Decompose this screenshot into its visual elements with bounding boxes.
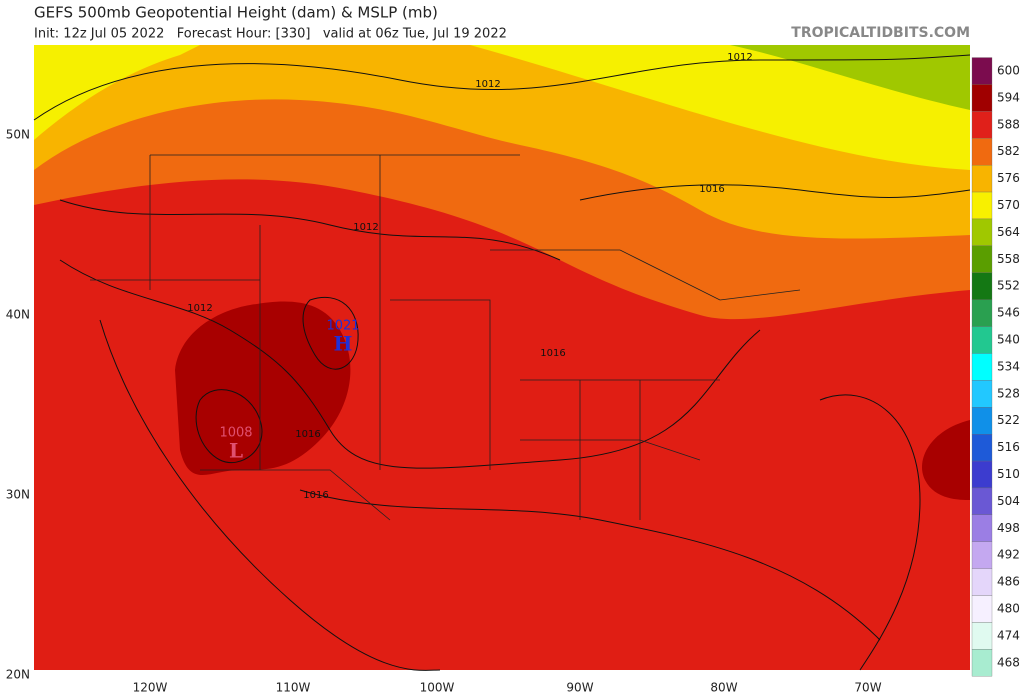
map [33, 45, 971, 671]
isobar-label: 1012 [187, 303, 212, 314]
colorbar-label: 498 [997, 521, 1020, 535]
colorbar-cell [971, 299, 993, 327]
isobar-label: 1016 [540, 348, 565, 359]
colorbar-cell [971, 191, 993, 220]
colorbar-cell [971, 57, 993, 85]
colorbar-label: 468 [997, 655, 1020, 669]
colorbar-cell [971, 353, 993, 381]
colorbar-cell [971, 111, 993, 139]
lon-label: 90W [566, 681, 593, 695]
colorbar-cell [971, 84, 993, 112]
colorbar-label: 510 [997, 467, 1020, 481]
colorbar-cell [971, 245, 993, 273]
colorbar-cell [971, 218, 993, 246]
colorbar-cell [971, 380, 993, 408]
colorbar-label: 546 [997, 306, 1020, 320]
colorbar-label: 570 [997, 198, 1020, 212]
colorbar-cell [971, 138, 993, 166]
pressure-symbol: H [334, 332, 353, 356]
colorbar-label: 552 [997, 279, 1020, 293]
colorbar-cell [971, 568, 993, 596]
colorbar-cell [971, 649, 993, 677]
colorbar-label: 558 [997, 252, 1020, 266]
colorbar-label: 516 [997, 440, 1020, 454]
title: GEFS 500mb Geopotential Height (dam) & M… [34, 4, 438, 22]
colorbar-cell [971, 326, 993, 354]
isobar-label: 1016 [303, 490, 328, 501]
lon-label: 100W [420, 681, 455, 695]
colorbar: 600 594 588 582 576 570 564 558 552 546 540 534 528 5… [971, 57, 1020, 677]
colorbar-cell [971, 460, 993, 489]
lon-label: 80W [710, 681, 737, 695]
colorbar-label: 504 [997, 494, 1020, 508]
colorbar-label: 486 [997, 575, 1020, 589]
lon-label: 120W [133, 681, 168, 695]
isobar-label: 1012 [353, 222, 378, 233]
isobar-label: 1012 [475, 79, 500, 90]
colorbar-label: 576 [997, 171, 1020, 185]
colorbar-cell [971, 487, 993, 516]
colorbar-cell [971, 514, 993, 542]
subtitle: Init: 12z Jul 05 2022 Forecast Hour: [33… [34, 27, 507, 42]
colorbar-label: 594 [997, 90, 1020, 104]
colorbar-label: 534 [997, 359, 1020, 373]
colorbar-cell [971, 272, 993, 300]
lat-label: 30N [6, 488, 30, 502]
colorbar-cell [971, 541, 993, 569]
colorbar-cell [971, 622, 993, 650]
lat-label: 50N [6, 128, 30, 142]
colorbar-label: 474 [997, 628, 1020, 642]
isobar-label: 1016 [295, 429, 320, 440]
lon-label: 110W [276, 681, 311, 695]
colorbar-cell [971, 164, 993, 193]
colorbar-cell [971, 433, 993, 462]
colorbar-cell [971, 595, 993, 623]
colorbar-label: 600 [997, 64, 1020, 78]
colorbar-label: 522 [997, 413, 1020, 427]
colorbar-label: 588 [997, 117, 1020, 131]
isobar-label: 1012 [727, 52, 752, 63]
colorbar-label: 582 [997, 144, 1020, 158]
colorbar-label: 528 [997, 386, 1020, 400]
source: TROPICALTIDBITS.COM [791, 25, 970, 41]
colorbar-label: 564 [997, 225, 1020, 239]
pressure-value: 1008 [219, 426, 252, 441]
colorbar-label: 480 [997, 602, 1020, 616]
lon-label: 70W [854, 681, 881, 695]
lat-label: 20N [6, 668, 30, 682]
isobar-label: 1016 [699, 184, 724, 195]
colorbar-cell [971, 407, 993, 435]
colorbar-label: 492 [997, 548, 1020, 562]
pressure-symbol: L [229, 439, 243, 463]
colorbar-label: 540 [997, 333, 1020, 347]
lat-label: 40N [6, 308, 30, 322]
pressure-value: 1021 [326, 319, 359, 334]
